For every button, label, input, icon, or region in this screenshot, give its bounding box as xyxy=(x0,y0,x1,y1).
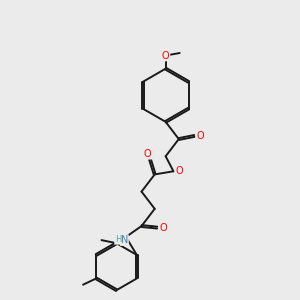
Text: O: O xyxy=(144,149,151,159)
Text: O: O xyxy=(159,223,166,232)
Text: N: N xyxy=(121,235,128,245)
Text: O: O xyxy=(162,50,170,61)
Text: H: H xyxy=(115,235,121,244)
Text: O: O xyxy=(175,166,183,176)
Text: O: O xyxy=(196,131,204,141)
